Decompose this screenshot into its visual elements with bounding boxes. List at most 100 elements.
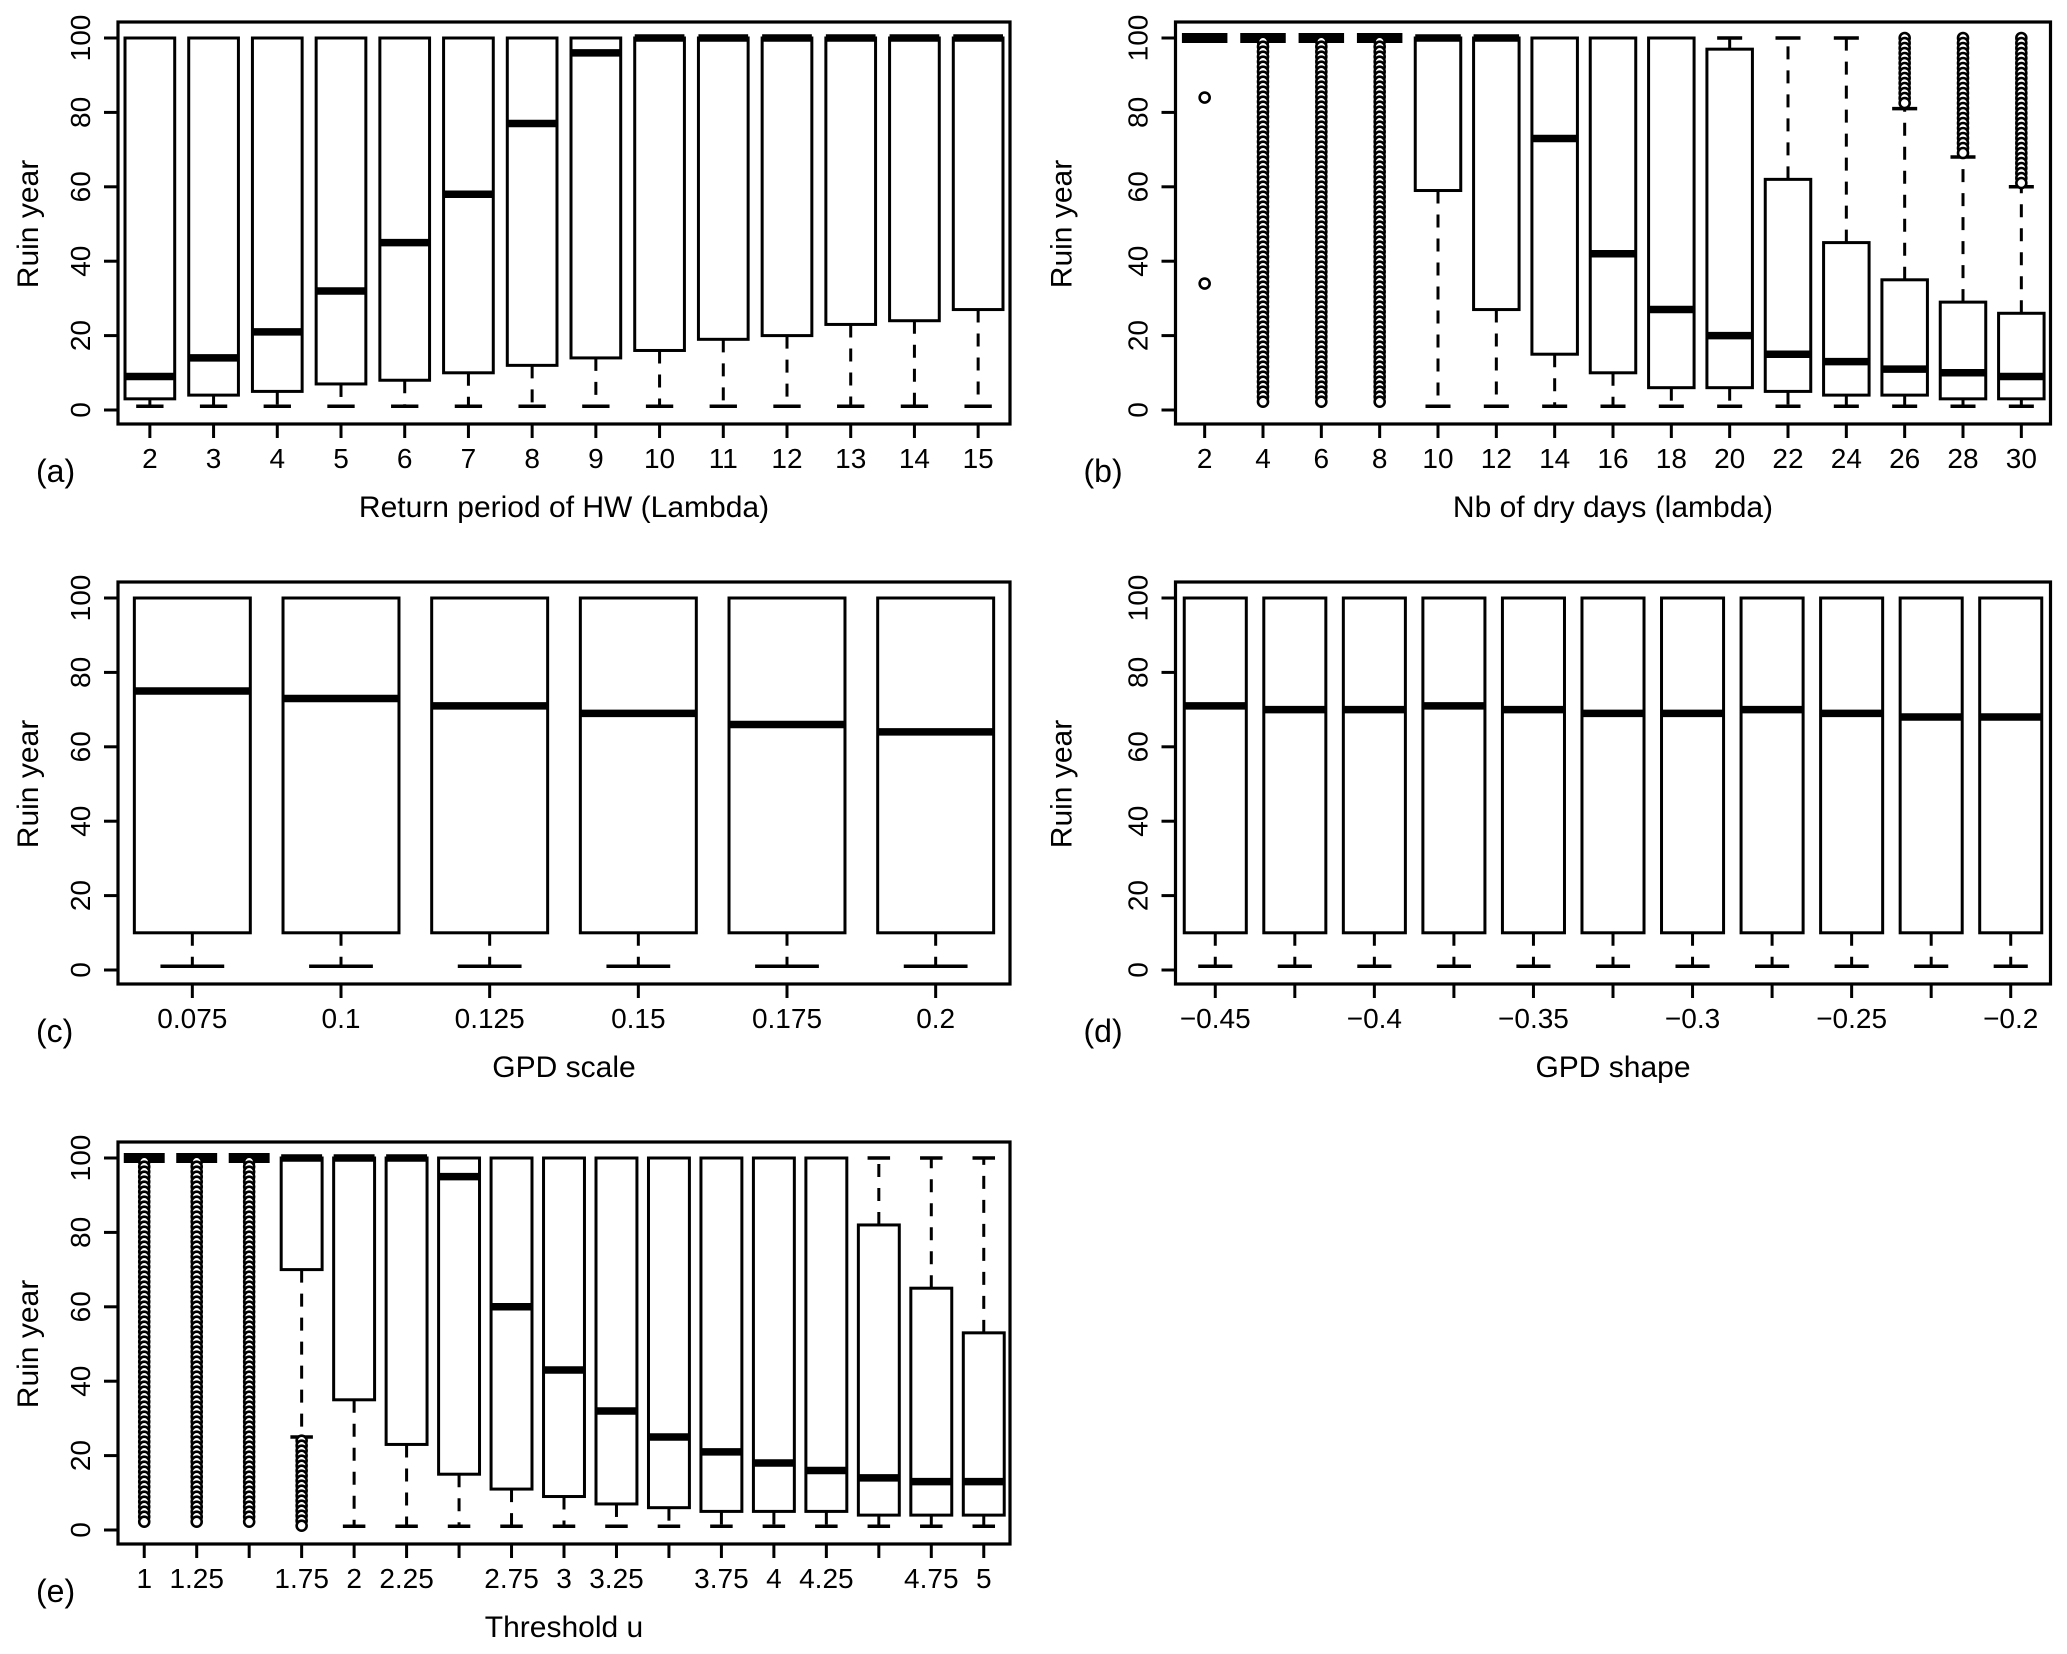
x-tick-label: 7 bbox=[461, 443, 477, 474]
y-tick-label: 20 bbox=[65, 320, 96, 351]
iqr-box bbox=[633, 36, 686, 352]
x-tick-label: 30 bbox=[2006, 443, 2037, 474]
box-d--0.35 bbox=[1500, 596, 1566, 969]
x-tick-label: 5 bbox=[976, 1563, 992, 1594]
box-c-0.175 bbox=[727, 596, 847, 969]
iqr-box bbox=[594, 1156, 639, 1506]
y-tick-label: 60 bbox=[65, 1291, 96, 1322]
box-d--0.45 bbox=[1182, 596, 1248, 969]
y-tick-label: 0 bbox=[65, 1522, 96, 1538]
outlier-point bbox=[1198, 277, 1211, 290]
box-e-5 bbox=[961, 1156, 1006, 1529]
x-tick-label: 16 bbox=[1597, 443, 1628, 474]
iqr-box bbox=[1705, 47, 1754, 390]
iqr-box bbox=[727, 596, 847, 935]
empty-cell bbox=[1033, 1120, 2067, 1654]
x-tick-label: 4 bbox=[269, 443, 285, 474]
outlier-point bbox=[1956, 146, 1970, 160]
outlier-point bbox=[190, 1515, 204, 1529]
box-e-1.25 bbox=[176, 1153, 218, 1529]
iqr-box bbox=[430, 596, 550, 935]
panel-letter: (a) bbox=[36, 453, 75, 489]
x-tick-label: 15 bbox=[963, 443, 994, 474]
x-tick-label: 10 bbox=[644, 443, 675, 474]
x-tick-label: 8 bbox=[1372, 443, 1388, 474]
y-tick-label: 40 bbox=[1123, 806, 1154, 837]
iqr-box bbox=[646, 1156, 691, 1510]
x-tick-label: 2.25 bbox=[379, 1563, 434, 1594]
iqr-box bbox=[569, 36, 623, 360]
y-tick-label: 100 bbox=[65, 1135, 96, 1182]
y-tick-label: 60 bbox=[65, 171, 96, 202]
x-tick-label: 4.25 bbox=[799, 1563, 854, 1594]
x-axis: −0.45 −0.4 −0.35 −0.3 −0.25 −0.2 GPD shape (d) bbox=[1084, 984, 2038, 1084]
box-e-3.25 bbox=[594, 1156, 639, 1529]
box-e-4 bbox=[751, 1156, 796, 1529]
box-b-28 bbox=[1938, 31, 1988, 409]
iqr-box bbox=[951, 36, 1005, 312]
iqr-box bbox=[1182, 596, 1248, 935]
x-tick-label: −0.35 bbox=[1498, 1003, 1569, 1034]
x-tick-label: −0.25 bbox=[1816, 1003, 1887, 1034]
outlier-point bbox=[1373, 395, 1386, 409]
boxes bbox=[123, 34, 1005, 409]
x-tick-label: −0.3 bbox=[1665, 1003, 1720, 1034]
box-d--0.3 bbox=[1660, 596, 1726, 969]
iqr-box bbox=[1341, 596, 1407, 935]
box-b-18 bbox=[1647, 36, 1696, 409]
plot-frame bbox=[116, 580, 1012, 986]
iqr-box bbox=[1739, 596, 1805, 935]
outlier-column bbox=[1898, 31, 1911, 110]
panel-letter: (d) bbox=[1084, 1013, 1123, 1049]
x-tick-label: 12 bbox=[771, 443, 802, 474]
x-tick-label: 20 bbox=[1714, 443, 1745, 474]
y-tick-label: 0 bbox=[1123, 962, 1154, 978]
iqr-box bbox=[578, 596, 698, 935]
iqr-box bbox=[856, 1223, 901, 1517]
boxes bbox=[1182, 596, 2044, 969]
x-tick-label: 4.75 bbox=[904, 1563, 959, 1594]
x-axis-title: Threshold u bbox=[485, 1611, 643, 1644]
iqr-box bbox=[1938, 300, 1988, 401]
y-tick-label: 0 bbox=[65, 402, 96, 418]
box-b-8 bbox=[1356, 33, 1403, 409]
iqr-box bbox=[489, 1156, 534, 1491]
x-tick-label: 24 bbox=[1831, 443, 1862, 474]
box-a-4 bbox=[250, 36, 304, 409]
x-tick-label: 26 bbox=[1889, 443, 1920, 474]
x-axis-title: GPD scale bbox=[492, 1051, 635, 1084]
box-e-2.75 bbox=[489, 1156, 534, 1529]
box-c-0.2 bbox=[876, 596, 996, 969]
y-axis: 0 20 40 60 80 100 Ruin year bbox=[1046, 575, 1176, 978]
box-e-2.5 bbox=[437, 1156, 482, 1529]
iqr-box bbox=[1997, 311, 2046, 401]
x-tick-label: 18 bbox=[1656, 443, 1687, 474]
box-a-13 bbox=[824, 34, 878, 409]
y-axis-title: Ruin year bbox=[12, 1280, 45, 1408]
box-a-15 bbox=[951, 34, 1005, 409]
x-tick-label: 2 bbox=[346, 1563, 362, 1594]
y-axis: 0 20 40 60 80 100 Ruin year bbox=[12, 575, 118, 978]
iqr-box bbox=[760, 36, 814, 338]
iqr-box bbox=[442, 36, 495, 375]
iqr-box bbox=[384, 1156, 429, 1446]
y-tick-label: 0 bbox=[65, 962, 96, 978]
y-tick-label: 20 bbox=[1123, 880, 1154, 911]
outlier-column bbox=[1315, 35, 1328, 409]
outlier-point bbox=[137, 1515, 151, 1529]
iqr-box bbox=[1580, 596, 1646, 935]
x-axis-title: Return period of HW (Lambda) bbox=[359, 491, 769, 524]
x-tick-label: 2 bbox=[1197, 443, 1213, 474]
y-tick-label: 80 bbox=[1123, 97, 1154, 128]
x-tick-label: 14 bbox=[1539, 443, 1570, 474]
panel-letter: (c) bbox=[36, 1013, 73, 1049]
x-tick-label: 1.25 bbox=[169, 1563, 224, 1594]
boxplot-panel-e: 0 20 40 60 80 100 Ruin year 1 1.25 1.75 2 2.25 2.75 3… bbox=[12, 1135, 1012, 1644]
iqr-box bbox=[824, 36, 878, 326]
iqr-box bbox=[961, 1331, 1006, 1517]
iqr-box bbox=[1413, 36, 1463, 193]
box-e-2.25 bbox=[384, 1154, 429, 1529]
outlier-column bbox=[242, 1155, 256, 1529]
